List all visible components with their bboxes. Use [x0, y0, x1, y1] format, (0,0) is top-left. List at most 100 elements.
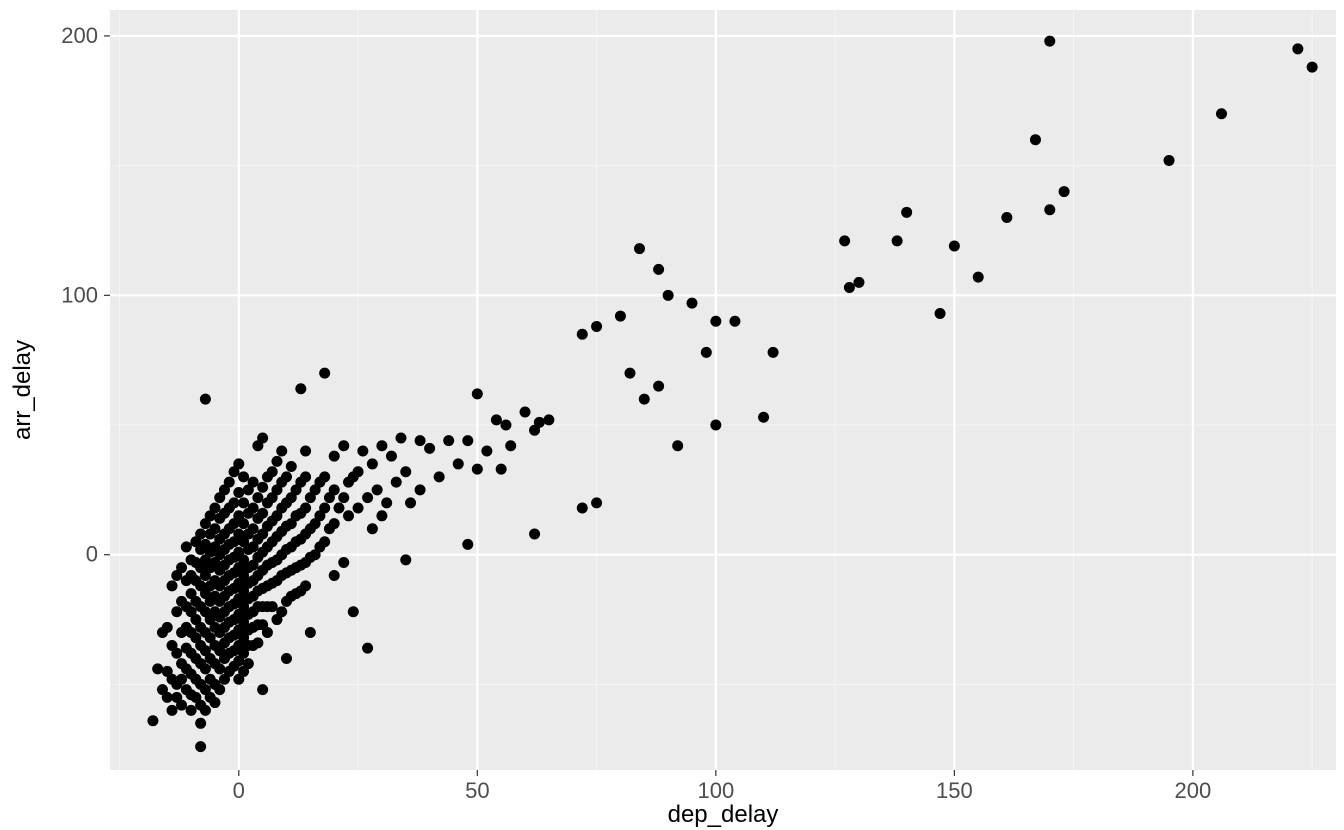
data-point — [491, 414, 502, 425]
data-point — [248, 523, 259, 534]
data-point — [238, 518, 249, 529]
y-axis-label: arr_delay — [9, 340, 36, 440]
data-point — [577, 503, 588, 514]
data-point — [653, 381, 664, 392]
data-point — [376, 510, 387, 521]
scatter-chart: 0501001502000100200dep_delayarr_delay — [0, 0, 1344, 830]
data-point — [286, 461, 297, 472]
data-point — [229, 497, 240, 508]
data-point — [529, 528, 540, 539]
data-point — [209, 523, 220, 534]
data-point — [376, 440, 387, 451]
data-point — [543, 414, 554, 425]
data-point — [686, 298, 697, 309]
data-point — [233, 487, 244, 498]
data-point — [233, 458, 244, 469]
data-point — [252, 492, 263, 503]
x-axis-label: dep_delay — [668, 801, 779, 828]
data-point — [171, 606, 182, 617]
data-point — [591, 321, 602, 332]
data-point — [400, 466, 411, 477]
data-point — [386, 451, 397, 462]
data-point — [257, 508, 268, 519]
data-point — [853, 277, 864, 288]
data-point — [367, 523, 378, 534]
data-point — [195, 741, 206, 752]
data-point — [243, 658, 254, 669]
data-point — [472, 464, 483, 475]
data-point — [305, 627, 316, 638]
data-point — [200, 394, 211, 405]
data-point — [200, 705, 211, 716]
data-point — [209, 697, 220, 708]
data-point — [171, 648, 182, 659]
data-point — [238, 497, 249, 508]
data-point — [162, 692, 173, 703]
data-point — [252, 637, 263, 648]
data-point — [200, 663, 211, 674]
data-point — [634, 243, 645, 254]
data-point — [281, 653, 292, 664]
data-point — [257, 684, 268, 695]
data-point — [300, 580, 311, 591]
y-tick-label: 200 — [61, 23, 98, 48]
data-point — [295, 383, 306, 394]
data-point — [443, 435, 454, 446]
y-tick-label: 0 — [86, 542, 98, 567]
data-point — [653, 264, 664, 275]
data-point — [405, 497, 416, 508]
x-tick-label: 0 — [233, 778, 245, 803]
data-point — [319, 368, 330, 379]
data-point — [1044, 204, 1055, 215]
data-point — [319, 471, 330, 482]
data-point — [462, 435, 473, 446]
data-point — [195, 528, 206, 539]
data-point — [238, 471, 249, 482]
data-point — [1164, 155, 1175, 166]
data-point — [577, 329, 588, 340]
data-point — [262, 627, 273, 638]
data-point — [758, 412, 769, 423]
data-point — [462, 539, 473, 550]
data-point — [343, 510, 354, 521]
data-point — [181, 541, 192, 552]
data-point — [248, 477, 259, 488]
data-point — [615, 311, 626, 322]
chart-svg: 0501001502000100200dep_delayarr_delay — [0, 0, 1344, 830]
data-point — [424, 443, 435, 454]
data-point — [639, 394, 650, 405]
data-point — [300, 471, 311, 482]
data-point — [729, 316, 740, 327]
data-point — [381, 497, 392, 508]
data-point — [973, 272, 984, 283]
data-point — [224, 477, 235, 488]
data-point — [329, 484, 340, 495]
data-point — [248, 503, 259, 514]
data-point — [276, 445, 287, 456]
data-point — [214, 684, 225, 695]
data-point — [176, 562, 187, 573]
data-point — [214, 663, 225, 674]
data-point — [300, 503, 311, 514]
data-point — [152, 663, 163, 674]
data-point — [1030, 134, 1041, 145]
data-point — [901, 207, 912, 218]
data-point — [500, 420, 511, 431]
data-point — [496, 464, 507, 475]
data-point — [701, 347, 712, 358]
data-point — [281, 471, 292, 482]
data-point — [362, 643, 373, 654]
data-point — [400, 554, 411, 565]
data-point — [844, 282, 855, 293]
data-point — [1216, 108, 1227, 119]
data-point — [453, 458, 464, 469]
x-tick-label: 100 — [697, 778, 734, 803]
data-point — [391, 477, 402, 488]
data-point — [209, 503, 220, 514]
data-point — [329, 570, 340, 581]
data-point — [176, 700, 187, 711]
data-point — [839, 235, 850, 246]
x-tick-label: 150 — [936, 778, 973, 803]
data-point — [329, 451, 340, 462]
data-point — [353, 503, 364, 514]
